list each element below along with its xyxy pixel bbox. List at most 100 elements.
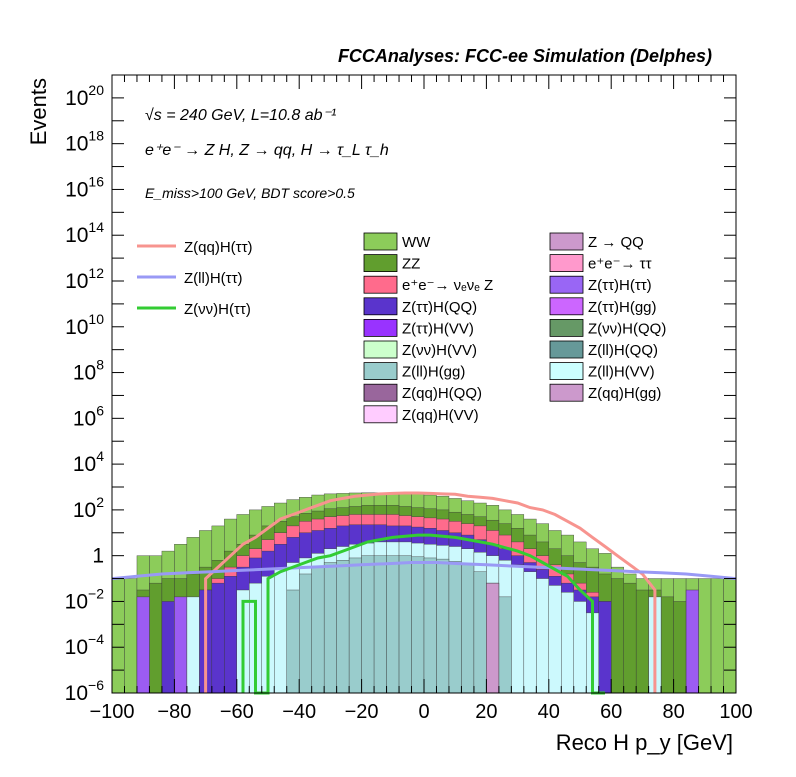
bar-ww <box>710 578 724 694</box>
y-tick-label: 1014 <box>65 219 104 247</box>
x-tick-label: −20 <box>345 701 379 723</box>
legend-box-label: Z(ττ)H(ττ) <box>588 277 652 294</box>
bar-ll-vv <box>274 569 287 694</box>
bar-ll-gg <box>348 557 362 694</box>
legend-box-swatch <box>363 362 398 381</box>
legend-box-label: e⁺e⁻→ νₑνₑ Z <box>402 277 493 294</box>
legend-box-swatch <box>363 405 398 424</box>
right-spike-purple <box>685 589 699 694</box>
bar-tautau-qq <box>598 601 612 694</box>
legend-box-swatch <box>549 362 584 381</box>
legend-box-label: Z(νν)H(QQ) <box>588 320 666 337</box>
bar-zz <box>635 589 649 694</box>
legend: Z(qq)H(ττ) Z(ll)H(ττ) Z(νν)H(ττ) WW ZZ e⁺e⁻→ … <box>137 232 666 424</box>
legend-box-label: ZZ <box>402 256 420 273</box>
y-tick-label: 106 <box>73 402 104 430</box>
legend-box-swatch <box>549 275 584 294</box>
x-tick-label: −100 <box>89 701 134 723</box>
x-tick-label: 20 <box>475 701 497 723</box>
bar-ll-gg <box>461 564 475 694</box>
signal-line-2 <box>241 533 605 695</box>
y-tick-label: 1 <box>92 545 104 568</box>
legend-box-label: Z → QQ <box>588 234 644 251</box>
legend-box-swatch <box>549 254 584 273</box>
y-tick-label: 10−6 <box>65 677 105 705</box>
bar-ll-gg <box>286 589 300 694</box>
y-axis-ticks: 10−6 10−4 10−2 1 102 104 106 108 1010 1012 1014 101… <box>65 74 736 705</box>
bar-ll-gg <box>448 561 462 694</box>
legend-box-label: Z(ττ)H(gg) <box>588 299 657 316</box>
bar-ll-vv <box>548 585 562 694</box>
legend-box-label: Z(qq)H(QQ) <box>402 385 482 402</box>
y-tick-label: 1010 <box>65 311 104 339</box>
legend-line-label: Z(ll)H(ττ) <box>184 270 243 287</box>
y-tick-label: 102 <box>73 494 104 522</box>
legend-box-label: Z(ll)H(VV) <box>588 364 655 381</box>
y-axis-label: Events <box>26 78 51 145</box>
bar-ll-vv <box>536 578 550 694</box>
legend-box-swatch <box>363 254 398 273</box>
bar-zz <box>611 578 624 694</box>
bar-ll-gg <box>311 566 325 694</box>
legend-box-label: Z(ll)H(gg) <box>402 364 465 381</box>
signal-line-1 <box>111 561 737 581</box>
legend-box-swatch <box>549 318 584 337</box>
y-tick-label: 1016 <box>65 173 104 201</box>
legend-box-label: Z(qq)H(gg) <box>588 385 661 402</box>
legend-line-label: Z(νν)H(ττ) <box>184 301 251 318</box>
chart-header-title: FCCAnalyses: FCC-ee Simulation (Delphes) <box>338 46 712 66</box>
legend-box-label: Z(νν)H(VV) <box>402 342 477 359</box>
annotation-block: √s = 240 GeV, L=10.8 ab⁻¹ e⁺e⁻ → Z H, Z … <box>145 107 389 201</box>
x-tick-label: 60 <box>600 701 622 723</box>
left-spike-cyan <box>186 596 200 694</box>
bar-ll-gg <box>299 573 312 694</box>
bar-ll-vv <box>511 564 525 694</box>
legend-box-swatch <box>549 383 584 402</box>
legend-box-swatch <box>363 383 398 402</box>
bar-ll-gg <box>361 555 375 694</box>
bar-ll-gg <box>373 555 387 694</box>
legend-box-swatch <box>363 318 398 337</box>
y-tick-label: 1012 <box>65 265 104 293</box>
bar-ww <box>124 578 138 694</box>
legend-box-swatch <box>363 297 398 316</box>
x-tick-label: 80 <box>662 701 684 723</box>
y-tick-label: 108 <box>73 357 104 385</box>
bar-ll-gg <box>336 560 350 694</box>
legend-box-swatch <box>363 340 398 359</box>
legend-box-label: Z(ττ)H(QQ) <box>402 299 477 316</box>
legend-box-swatch <box>549 232 584 251</box>
x-tick-label: 40 <box>538 701 560 723</box>
y-tick-label: 1020 <box>65 82 104 110</box>
y-tick-label: 10−4 <box>65 631 105 659</box>
histogram-stack <box>111 492 737 694</box>
bar-ll-vv <box>523 571 537 694</box>
bar-ll-vv <box>573 601 587 694</box>
legend-box-swatch <box>363 275 398 294</box>
left-spike-purple-1 <box>136 596 150 694</box>
y-tick-label: 1018 <box>65 128 104 156</box>
x-tick-label: 100 <box>719 701 752 723</box>
legend-line-label: Z(qq)H(ττ) <box>184 239 253 256</box>
bar-tautau-qq <box>224 576 238 694</box>
legend-box-swatch <box>549 340 584 359</box>
signal-line-0 <box>204 491 657 693</box>
legend-box-swatch <box>363 232 398 251</box>
bar-ll-gg <box>473 571 487 694</box>
bar-ll-gg <box>423 557 437 694</box>
legend-box-swatch <box>549 297 584 316</box>
x-axis-label: Reco H p_y [GeV] <box>556 730 733 755</box>
bar-ww <box>723 578 737 694</box>
bar-ll-gg <box>411 556 425 694</box>
annotation-line1: √s = 240 GeV, L=10.8 ab⁻¹ <box>145 107 336 124</box>
y-tick-label: 10−2 <box>65 585 105 613</box>
mid-spike-pink <box>486 582 500 694</box>
x-tick-label: −40 <box>282 701 316 723</box>
bar-tautau-qq <box>211 582 225 694</box>
bar-ll-gg <box>436 558 450 694</box>
x-tick-label: −80 <box>157 701 191 723</box>
bar-zz <box>623 582 637 694</box>
bar-ll-gg <box>398 555 412 694</box>
annotation-line2: e⁺e⁻ → Z H, Z → qq, H → τ_L τ_h <box>145 142 389 159</box>
